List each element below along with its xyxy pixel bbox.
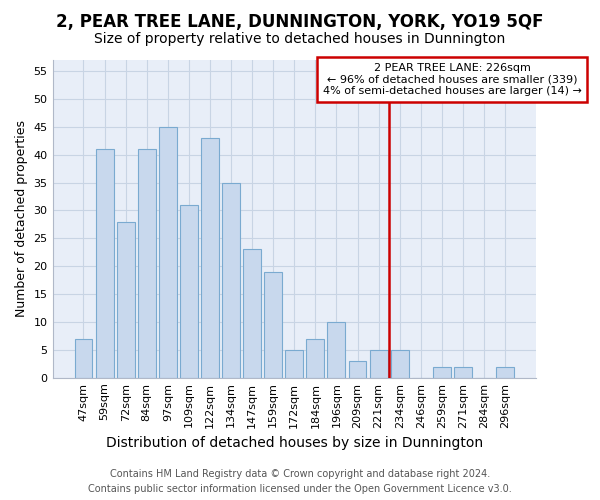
Bar (138, 149, 155, 378)
Bar (307, 338, 325, 378)
X-axis label: Distribution of detached houses by size in Dunnington: Distribution of detached houses by size … (106, 436, 483, 450)
Bar (201, 138, 219, 378)
Text: Contains HM Land Registry data © Crown copyright and database right 2024.
Contai: Contains HM Land Registry data © Crown c… (88, 469, 512, 494)
Bar (264, 272, 282, 378)
Bar (496, 366, 514, 378)
Bar (370, 350, 388, 378)
Y-axis label: Number of detached properties: Number of detached properties (15, 120, 28, 318)
Bar (391, 350, 409, 378)
Bar (349, 361, 367, 378)
Bar (222, 182, 240, 378)
Bar (116, 222, 134, 378)
Text: Size of property relative to detached houses in Dunnington: Size of property relative to detached ho… (94, 32, 506, 46)
Text: 2, PEAR TREE LANE, DUNNINGTON, YORK, YO19 5QF: 2, PEAR TREE LANE, DUNNINGTON, YORK, YO1… (56, 12, 544, 30)
Bar (95, 149, 113, 378)
Bar (159, 127, 177, 378)
Bar (433, 366, 451, 378)
Bar (74, 338, 92, 378)
Bar (243, 250, 261, 378)
Bar (286, 350, 303, 378)
Text: 2 PEAR TREE LANE: 226sqm
← 96% of detached houses are smaller (339)
4% of semi-d: 2 PEAR TREE LANE: 226sqm ← 96% of detach… (323, 63, 582, 96)
Bar (328, 322, 346, 378)
Bar (454, 366, 472, 378)
Bar (180, 205, 198, 378)
